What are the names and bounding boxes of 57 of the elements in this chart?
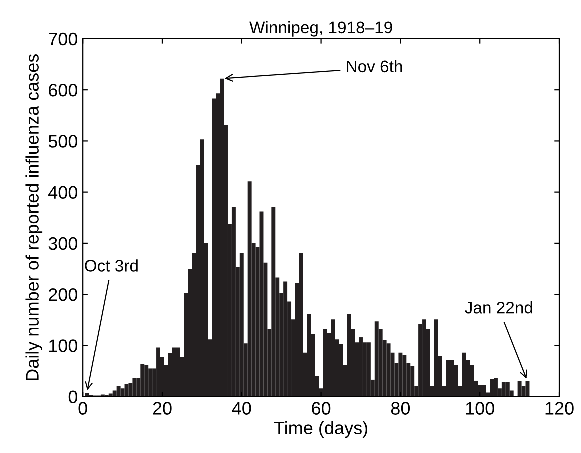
annotation: Jan 22nd: [465, 302, 532, 314]
bar: [284, 282, 288, 397]
bar: [494, 378, 498, 397]
y-tick-label: 400: [48, 186, 78, 200]
bar: [482, 385, 486, 397]
y-axis-title: Daily number of reported influenza cases: [26, 54, 43, 380]
bar: [506, 382, 510, 397]
bar: [374, 322, 379, 397]
bar: [398, 352, 403, 397]
bar: [518, 380, 522, 397]
bar: [176, 348, 180, 397]
y-tick-label: 100: [49, 340, 78, 352]
bar: [490, 379, 494, 397]
bar: [299, 253, 304, 397]
bar: [140, 364, 145, 397]
bar: [232, 207, 236, 397]
bar: [410, 366, 415, 397]
y-tick-label: 200: [49, 288, 78, 302]
x-axis-title: Time (days): [274, 421, 368, 438]
bar: [116, 386, 121, 397]
x-tick-label: 80: [391, 402, 410, 415]
bar: [272, 207, 276, 397]
x-tick-label: 60: [312, 402, 331, 415]
y-tick-label: 600: [49, 84, 78, 97]
bar: [307, 314, 312, 397]
x-tick-label: 120: [546, 402, 574, 415]
x-tick-label: 0: [78, 402, 88, 415]
bar: [386, 344, 391, 397]
y-tick-label: 500: [48, 135, 78, 148]
chart-title: Winnipeg, 1918–19: [250, 21, 392, 37]
bar: [248, 182, 252, 397]
bar: [402, 355, 407, 397]
bar: [478, 385, 482, 397]
bar: [240, 253, 244, 397]
y-tick-label: 300: [48, 237, 78, 250]
bar: [446, 360, 450, 397]
bar: [200, 140, 204, 397]
annotation: Nov 6th: [347, 60, 402, 73]
bar: [148, 368, 153, 397]
bar: [156, 348, 160, 397]
bar: [132, 378, 137, 397]
y-tick-label: 0: [68, 390, 78, 404]
annotation: Oct 3rd: [85, 260, 138, 272]
x-tick-label: 40: [232, 402, 252, 415]
bar: [347, 314, 352, 397]
bar: [450, 360, 454, 397]
y-tick-label: 700: [49, 32, 78, 46]
bar: [366, 342, 371, 397]
bar: [331, 320, 336, 397]
bar: [172, 348, 176, 397]
bar: [434, 320, 438, 397]
bar: [502, 382, 506, 397]
bar: [220, 78, 224, 397]
x-tick-label: 100: [466, 402, 494, 415]
bar: [144, 365, 149, 397]
bar: [462, 352, 466, 397]
x-tick-label: 20: [153, 402, 172, 415]
